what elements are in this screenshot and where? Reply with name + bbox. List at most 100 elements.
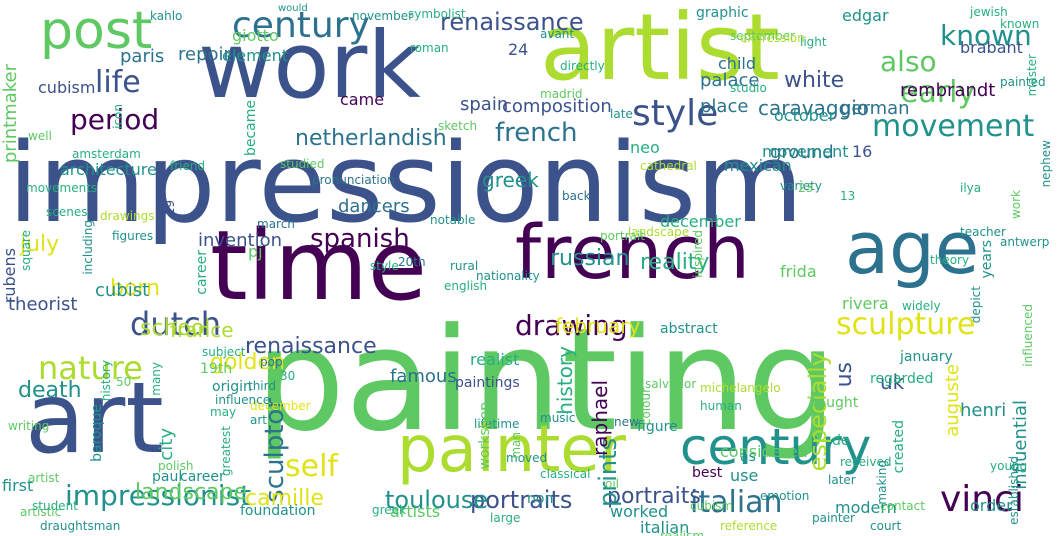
cloud-word: paintings <box>455 375 520 391</box>
cloud-word: de <box>832 433 850 449</box>
cloud-word: post <box>40 1 153 61</box>
cloud-word: italian <box>640 518 690 536</box>
cloud-word: court <box>870 519 902 533</box>
cloud-word: spain <box>460 94 509 115</box>
cloud-word: art <box>25 362 164 476</box>
cloud-word: landscape <box>628 225 690 239</box>
cloud-word: including <box>81 220 95 275</box>
cloud-word: camille <box>245 486 324 511</box>
cloud-word: would <box>278 3 308 14</box>
cloud-word: place <box>700 96 749 117</box>
cloud-word: 24 <box>508 40 529 59</box>
cloud-word: inspired <box>691 230 705 278</box>
cloud-word: artists <box>390 502 441 521</box>
cloud-word: sketch <box>438 119 478 133</box>
cloud-word: 16 <box>852 142 873 161</box>
cloud-word: netherlandish <box>295 126 447 151</box>
cloud-word: cubism <box>38 78 96 97</box>
cloud-word: art <box>250 413 267 427</box>
cloud-word: painter <box>812 511 855 525</box>
cloud-word: cubism <box>690 499 734 513</box>
cloud-word: french <box>515 210 750 296</box>
cloud-word: writing <box>8 419 50 433</box>
cloud-word: scenes <box>46 205 88 219</box>
cloud-word: man <box>509 432 523 459</box>
cloud-word: use <box>730 466 759 485</box>
cloud-word: years <box>979 240 995 279</box>
cloud-word: 19th <box>200 361 233 377</box>
cloud-word: light <box>800 35 827 49</box>
cloud-word: salvador <box>645 377 697 391</box>
cloud-word: sculpture <box>836 307 976 342</box>
cloud-word: greek <box>372 503 407 517</box>
cloud-word: abstract <box>660 321 718 337</box>
cloud-word: nature <box>38 349 143 387</box>
cloud-word: artistic <box>20 505 62 519</box>
cloud-word: origin <box>212 379 252 395</box>
cloud-word: nephew <box>1039 140 1053 188</box>
cloud-word: reference <box>720 519 778 533</box>
cloud-word: moved <box>506 451 548 465</box>
cloud-word: paris <box>120 46 165 67</box>
cloud-word: period <box>70 103 160 136</box>
cloud-word: style <box>632 93 719 134</box>
cloud-word: came <box>340 90 385 109</box>
cloud-word: renaissance <box>245 334 377 359</box>
cloud-word: master <box>1025 54 1039 97</box>
cloud-word: rural <box>450 259 479 273</box>
cloud-word: graphic <box>696 5 749 21</box>
cloud-word: henri <box>960 400 1007 421</box>
cloud-word: rubens <box>0 248 19 304</box>
cloud-word: edgar <box>842 6 889 25</box>
cloud-word: taught <box>812 395 859 411</box>
cloud-word: invention <box>198 230 283 251</box>
cloud-word: symbolist <box>408 7 466 21</box>
cloud-word: classical <box>540 467 591 481</box>
cloud-word: giotto <box>232 26 279 45</box>
cloud-word: history <box>99 360 113 402</box>
cloud-word: considered <box>720 442 808 461</box>
cloud-word: kahlo <box>150 9 183 23</box>
cloud-word: 30 <box>280 369 296 383</box>
cloud-word: oil <box>605 477 620 491</box>
cloud-word: variety <box>780 179 822 193</box>
cloud-word: late <box>610 107 633 121</box>
cloud-word: element <box>222 46 288 65</box>
cloud-word: artist <box>28 471 60 485</box>
cloud-word: child <box>718 54 756 73</box>
cloud-word: many <box>149 362 163 396</box>
cloud-word: music <box>540 411 576 425</box>
cloud-word: teacher <box>960 225 1006 239</box>
cloud-word: march <box>257 217 295 231</box>
cloud-word: history <box>553 346 577 415</box>
cloud-word: paul <box>152 469 183 485</box>
cloud-word: directly <box>560 59 605 73</box>
cloud-word: realism <box>660 529 705 536</box>
cloud-word: making <box>875 460 889 505</box>
cloud-word: toulouse <box>385 486 489 514</box>
cloud-word: avant <box>540 27 575 41</box>
cloud-word: century <box>232 5 370 46</box>
cloud-word: uk <box>880 370 905 394</box>
cloud-word: time <box>210 210 427 322</box>
cloud-word: early <box>900 75 976 110</box>
cloud-word: palace <box>700 70 760 91</box>
cloud-word: movement <box>872 109 1035 144</box>
cloud-word: new <box>614 415 639 429</box>
cloud-word: non <box>527 491 554 507</box>
cloud-word: jewish <box>970 5 1008 19</box>
cloud-word: studio <box>730 81 767 95</box>
cloud-word: workshop <box>477 402 493 470</box>
cloud-word: landscape <box>135 480 248 505</box>
cloud-word: mexican <box>724 156 792 175</box>
cloud-word: raphael <box>588 380 612 456</box>
cloud-word: career <box>180 469 225 485</box>
cloud-word: painted <box>1000 75 1046 89</box>
cloud-word: lifetime <box>474 417 520 431</box>
cloud-word: age <box>845 206 980 290</box>
cloud-word: known <box>1000 17 1040 31</box>
cloud-word: draughtsman <box>40 519 121 533</box>
cloud-word: 23 <box>798 181 814 195</box>
cloud-word: emotion <box>760 489 810 503</box>
cloud-word: icon <box>111 104 125 129</box>
